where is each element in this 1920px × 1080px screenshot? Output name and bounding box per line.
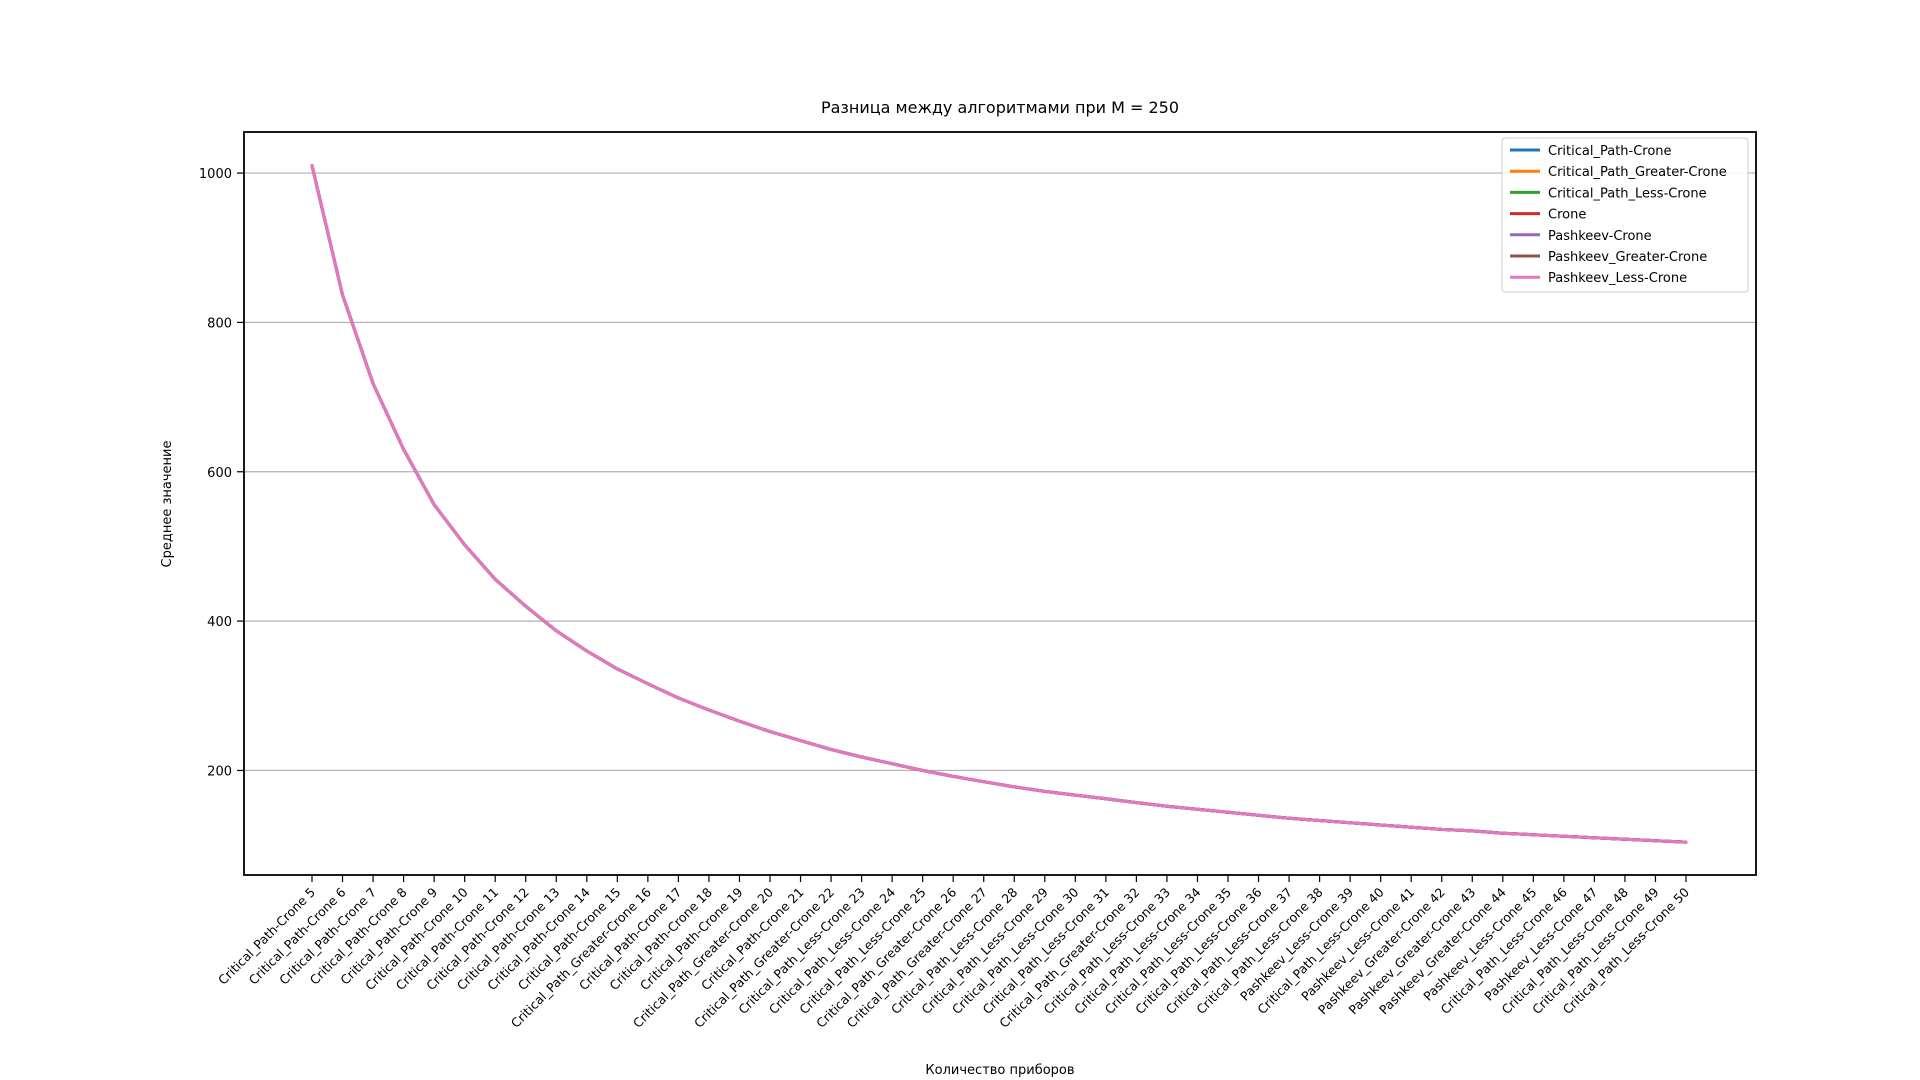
x-axis: Critical_Path-Crone 5Critical_Path-Crone… xyxy=(215,875,1692,1031)
series-line xyxy=(310,164,1688,844)
legend-entry: Critical_Path_Less-Crone xyxy=(1548,186,1707,201)
chart-title: Разница между алгоритмами при M = 250 xyxy=(821,98,1179,117)
legend-entry: Critical_Path_Greater-Crone xyxy=(1548,165,1727,180)
legend-entry: Pashkeev_Less-Crone xyxy=(1548,271,1687,286)
series-line xyxy=(310,164,1688,844)
gridlines xyxy=(244,172,1756,772)
legend: Critical_Path-Crone Critical_Path_Greater… xyxy=(1501,137,1749,293)
series-line xyxy=(310,164,1688,844)
y-tick-label: 800 xyxy=(207,316,232,331)
y-tick-label: 600 xyxy=(207,466,232,481)
y-axis-label: Среднее значение xyxy=(160,441,175,568)
y-tick-label: 200 xyxy=(207,764,232,779)
series-lines xyxy=(310,164,1688,844)
y-tick-label: 1000 xyxy=(199,167,232,182)
legend-entry: Crone xyxy=(1548,208,1586,223)
series-line xyxy=(310,164,1688,844)
legend-entry: Pashkeev-Crone xyxy=(1548,229,1652,244)
y-tick-label: 400 xyxy=(207,615,232,630)
x-axis-label: Количество приборов xyxy=(925,1063,1074,1078)
series-line xyxy=(310,164,1688,844)
y-axis: 200 400 600 800 1000 xyxy=(199,167,244,779)
series-line xyxy=(310,164,1688,844)
legend-entry: Critical_Path-Crone xyxy=(1548,144,1672,159)
plot-frame xyxy=(243,131,1757,876)
legend-entry: Pashkeev_Greater-Crone xyxy=(1548,250,1707,265)
series-line xyxy=(310,164,1688,844)
legend-box xyxy=(1501,137,1749,293)
